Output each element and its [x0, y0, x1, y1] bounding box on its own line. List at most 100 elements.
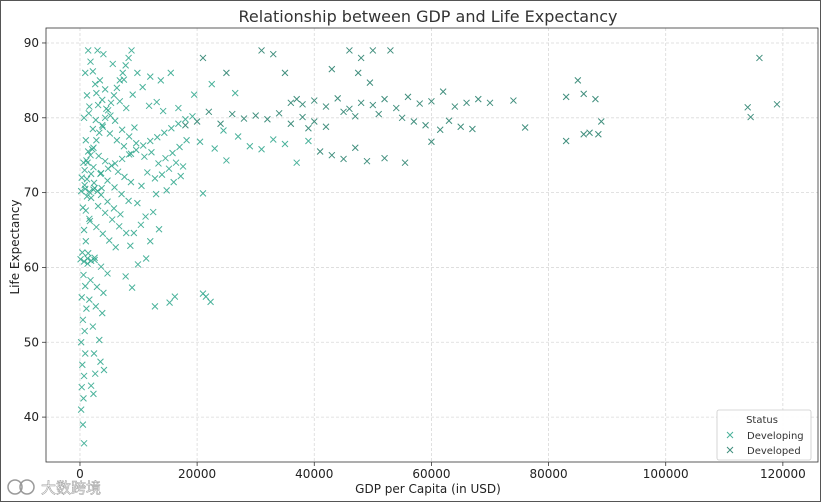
data-point-developing [122, 104, 130, 112]
data-point-developing [116, 77, 124, 84]
data-point-developing [130, 229, 138, 237]
legend-marker-developed [726, 446, 734, 454]
data-point-developing [98, 96, 106, 104]
data-point-developed [305, 124, 312, 132]
data-point-developed [428, 138, 435, 146]
data-point-developing [80, 395, 87, 402]
data-point-developing [139, 142, 147, 149]
data-point-developed [398, 114, 406, 122]
data-point-developing [110, 91, 118, 99]
data-point-developing [97, 170, 104, 178]
data-point-developing [196, 138, 204, 146]
data-point-developed [469, 125, 476, 133]
data-point-developed [293, 95, 301, 103]
data-point-developing [100, 289, 107, 297]
data-point-developing [90, 179, 98, 187]
data-point-developing [158, 171, 166, 179]
y-tick-label: 80 [24, 111, 39, 125]
data-point-developed [351, 112, 359, 120]
data-point-developing [179, 163, 187, 170]
x-tick-label: 40000 [295, 467, 333, 481]
data-point-developed [340, 155, 347, 163]
data-point-developing [84, 148, 92, 155]
data-point-developing [93, 89, 100, 97]
data-point-developing [118, 126, 126, 134]
data-point-developing [81, 327, 89, 335]
data-point-developing [90, 163, 97, 171]
data-point-developed [182, 121, 189, 129]
data-point-developing [128, 284, 136, 292]
data-point-developed [269, 50, 277, 58]
data-point-developed [756, 54, 763, 62]
data-point-developing [90, 390, 97, 398]
data-point-developing [99, 123, 107, 131]
data-point-developing [113, 136, 121, 144]
data-point-developing [153, 133, 161, 141]
data-point-developed [436, 126, 444, 134]
data-point-developing [98, 309, 106, 317]
data-point-developed [252, 112, 260, 119]
data-point-developing [83, 305, 90, 312]
data-point-developed [310, 97, 318, 104]
data-point-developed [328, 151, 336, 159]
data-point-developing [182, 115, 189, 123]
data-point-developed [258, 47, 265, 54]
data-point-developing [87, 151, 94, 159]
data-point-developing [81, 69, 89, 77]
data-point-developed [463, 99, 470, 107]
data-point-developing [305, 137, 312, 145]
data-point-developing [132, 146, 140, 154]
x-tick-label: 120000 [760, 467, 806, 481]
data-point-developing [94, 202, 102, 210]
data-point-developing [107, 99, 115, 107]
data-point-developed [287, 120, 295, 128]
data-point-developing [148, 148, 155, 156]
data-point-developing [99, 230, 107, 238]
data-point-developing [98, 184, 105, 192]
data-point-developed [404, 93, 412, 101]
data-point-developing [79, 316, 87, 324]
data-point-developing [172, 159, 180, 167]
data-point-developing [78, 361, 86, 369]
data-point-developing [143, 169, 151, 176]
data-point-developing [101, 157, 109, 165]
data-point-developing [84, 255, 91, 262]
data-point-developing [81, 350, 89, 357]
data-point-developing [109, 60, 117, 68]
data-point-developing [78, 383, 86, 391]
data-point-developed [580, 130, 588, 138]
data-point-developing [92, 116, 100, 124]
data-point-developing [117, 210, 124, 218]
legend: Status Developing Developed [716, 409, 812, 461]
x-tick-label: 80000 [529, 467, 567, 481]
data-points [77, 47, 781, 447]
data-point-developing [83, 91, 91, 99]
data-point-developing [87, 276, 94, 284]
data-point-developing [131, 124, 138, 131]
data-point-developed [310, 118, 318, 125]
data-point-developed [228, 110, 236, 118]
data-point-developed [580, 90, 588, 98]
data-point-developing [89, 125, 97, 133]
data-point-developing [104, 177, 111, 185]
data-point-developing [138, 182, 145, 190]
data-point-developed [369, 47, 377, 54]
legend-title: Status [746, 415, 778, 426]
data-point-developing [81, 282, 89, 290]
data-point-developed [586, 129, 593, 137]
legend-marker-developing-icon [726, 431, 734, 439]
data-point-developing [101, 209, 109, 217]
data-point-developing [87, 58, 94, 66]
data-point-developed [264, 115, 271, 123]
data-point-developing [155, 225, 163, 233]
data-point-developing [142, 213, 149, 220]
data-point-developing [87, 194, 95, 202]
data-point-developing [111, 117, 119, 125]
data-point-developed [439, 88, 447, 95]
data-point-developing [80, 439, 88, 447]
data-point-developing [87, 170, 95, 178]
data-point-developing [166, 299, 173, 306]
data-point-developing [163, 187, 171, 194]
data-point-developing [91, 80, 99, 88]
data-point-developing [223, 157, 230, 164]
